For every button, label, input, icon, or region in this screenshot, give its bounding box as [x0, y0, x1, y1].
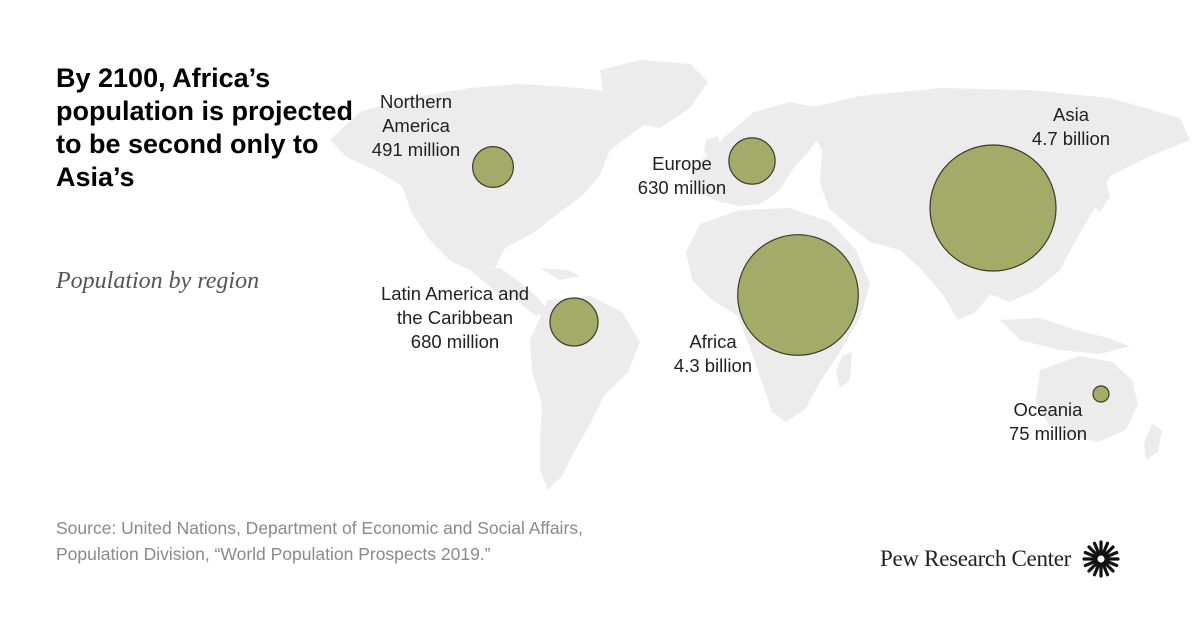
pew-sunburst-icon: [1082, 540, 1120, 578]
land-australia: [1036, 356, 1138, 442]
label-line: Asia: [1053, 104, 1090, 125]
region-labels: Northern America 491 million Europe 630 mill…: [372, 91, 1110, 444]
logo-ray: [1102, 560, 1115, 573]
label-line: the Caribbean: [397, 307, 513, 328]
brand-name: Pew Research Center: [880, 546, 1072, 571]
land-japan: [1092, 176, 1110, 212]
label-line: America: [382, 115, 451, 136]
logo-ray: [1087, 545, 1100, 558]
logo-ray: [1102, 545, 1115, 558]
label-asia: Asia 4.7 billion: [1032, 104, 1110, 149]
bubble-latin-america: [549, 297, 599, 347]
source-line-1: Source: United Nations, Department of Ec…: [56, 518, 583, 538]
label-africa: Africa 4.3 billion: [674, 331, 752, 376]
logo-ray: [1104, 550, 1119, 559]
land-south-america: [530, 296, 640, 490]
label-line: Oceania: [1014, 399, 1084, 420]
bubble-oceania: [1092, 385, 1110, 403]
land-greenland: [600, 60, 708, 128]
land-new-zealand: [1144, 424, 1162, 460]
bubble-asia: [929, 144, 1057, 272]
logo-ray: [1083, 550, 1098, 559]
land-uk: [704, 136, 722, 160]
population-bubbles: [472, 137, 1110, 403]
land-caribbean: [540, 268, 580, 280]
label-line: 4.7 billion: [1032, 128, 1110, 149]
label-line: Africa: [689, 331, 737, 352]
label-line: 680 million: [411, 331, 499, 352]
logo-ray: [1101, 562, 1110, 577]
land-se-asia-islands: [1000, 318, 1130, 354]
label-line: 491 million: [372, 139, 460, 160]
map-subtitle: Population by region: [56, 268, 260, 294]
label-latin-america: Latin America and the Caribbean 680 millio…: [381, 283, 529, 352]
logo-ray: [1083, 559, 1098, 568]
logo-ray: [1104, 559, 1119, 568]
logo-ray: [1092, 541, 1101, 556]
label-line: 75 million: [1009, 423, 1087, 444]
label-line: Northern: [380, 91, 452, 112]
brand: Pew Research Center: [880, 540, 1121, 578]
logo-ray: [1087, 560, 1100, 573]
page-title: By 2100, Africa’s population is projecte…: [56, 63, 354, 192]
source-note: Source: United Nations, Department of Ec…: [56, 515, 776, 567]
land-central-america: [470, 268, 548, 316]
label-line: Europe: [652, 153, 712, 174]
bubble-northern-america: [472, 146, 515, 189]
source-line-2: Population Division, “World Population P…: [56, 544, 491, 564]
label-line: 630 million: [638, 177, 726, 198]
label-oceania: Oceania 75 million: [1009, 399, 1087, 444]
bubble-africa: [737, 234, 859, 356]
land-madagascar: [836, 352, 852, 388]
label-northern-america: Northern America 491 million: [372, 91, 460, 160]
label-line: Latin America and: [381, 283, 529, 304]
logo-ray: [1101, 541, 1110, 556]
bubble-europe: [728, 137, 776, 185]
logo-ray: [1092, 562, 1101, 577]
label-line: 4.3 billion: [674, 355, 752, 376]
label-europe: Europe 630 million: [638, 153, 726, 198]
